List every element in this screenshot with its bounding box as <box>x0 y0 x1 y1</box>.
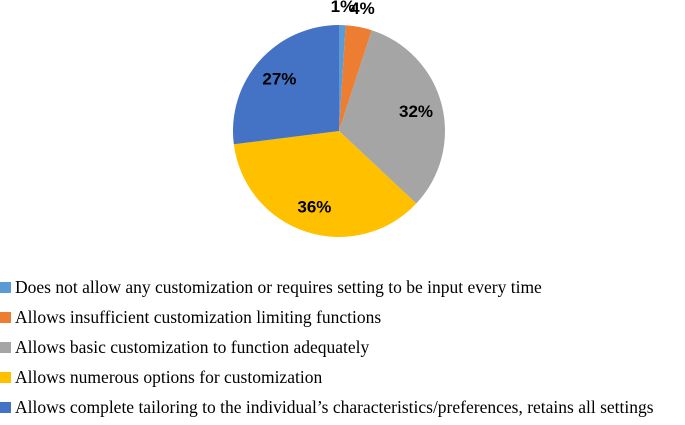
pie-slice-3 <box>233 131 417 237</box>
legend-label: Allows insufficient customization limiti… <box>15 307 382 327</box>
pie-slice-2 <box>339 30 445 204</box>
legend-label: Allows numerous options for customizatio… <box>15 367 323 387</box>
pie-data-label-0: 1% <box>331 0 356 16</box>
legend-swatch-icon <box>0 281 11 293</box>
legend-label: Allows basic customization to function a… <box>15 337 370 357</box>
legend-label: Allows complete tailoring to the individ… <box>15 397 654 417</box>
legend-swatch-icon <box>0 401 11 413</box>
legend-swatch-icon <box>0 371 11 383</box>
pie-data-label-3: 36% <box>297 198 331 217</box>
legend-label: Does not allow any customization or requ… <box>15 277 542 297</box>
pie-data-label-1: 4% <box>350 0 375 18</box>
legend-item: Does not allow any customization or requ… <box>0 277 685 297</box>
pie-slice-4 <box>233 25 339 145</box>
chart-legend: Does not allow any customization or requ… <box>0 277 685 425</box>
pie-slice-1 <box>339 25 372 131</box>
pie-data-label-2: 32% <box>399 102 433 121</box>
pie-slice-0 <box>339 25 346 131</box>
legend-swatch-icon <box>0 341 11 353</box>
legend-item: Allows complete tailoring to the individ… <box>0 397 685 417</box>
pie-chart: 1%4% 32% 36% 27% <box>233 0 445 237</box>
legend-item: Allows insufficient customization limiti… <box>0 307 685 327</box>
pie-data-label-4: 27% <box>262 69 296 88</box>
legend-swatch-icon <box>0 311 11 323</box>
legend-item: Allows basic customization to function a… <box>0 337 685 357</box>
legend-item: Allows numerous options for customizatio… <box>0 367 685 387</box>
